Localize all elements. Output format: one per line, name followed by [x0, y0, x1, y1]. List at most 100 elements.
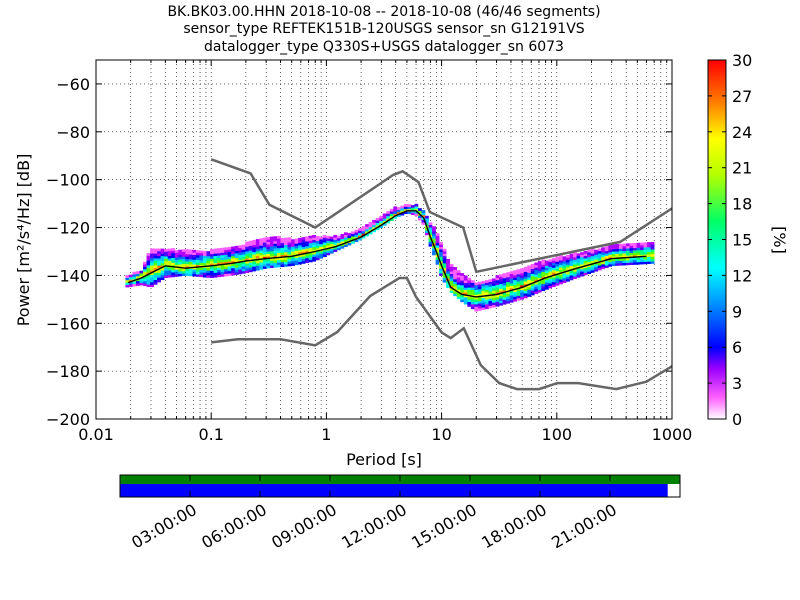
heatmap-cell [238, 250, 243, 253]
heatmap-cell [135, 280, 140, 284]
heatmap-cell [587, 254, 591, 258]
heatmap-cell [467, 287, 472, 291]
heatmap-cell [379, 220, 384, 224]
heatmap-cell [181, 254, 186, 257]
heatmap-cell [343, 237, 348, 240]
heatmap-cell [615, 258, 620, 262]
heatmap-cell [576, 274, 581, 278]
heatmap-cell [615, 251, 620, 254]
heatmap-cell [509, 278, 514, 282]
heatmap-cell [248, 245, 253, 249]
heatmap-cell [150, 262, 154, 266]
heatmap-cell [185, 268, 190, 272]
heatmap-cell [453, 267, 458, 270]
heatmap-cell [164, 270, 168, 274]
heatmap-cell [449, 290, 454, 294]
heatmap-cell [329, 238, 334, 242]
heatmap-cell [365, 233, 369, 237]
heatmap-cell [266, 253, 271, 257]
heatmap-cell [467, 292, 472, 295]
heatmap-cell [153, 282, 158, 285]
heatmap-cell [386, 220, 391, 224]
heatmap-cell [566, 266, 570, 270]
heatmap-cell [548, 271, 553, 274]
heatmap-cell [636, 245, 641, 248]
heatmap-cell [178, 249, 183, 253]
heatmap-cell [326, 243, 331, 246]
heatmap-cell [474, 287, 479, 290]
heatmap-cell [622, 248, 627, 252]
heatmap-cell [213, 274, 218, 278]
coverage-data-bar [120, 484, 668, 497]
heatmap-cell [202, 253, 207, 256]
x-axis-ticks: 0.01 0.1 1 10 100 1000 [78, 60, 692, 444]
heatmap-cell [269, 250, 274, 254]
heatmap-cell [125, 275, 130, 278]
heatmap-cell [276, 240, 281, 244]
heatmap-cell [456, 270, 461, 273]
heatmap-cell [132, 274, 137, 277]
heatmap-cell [460, 289, 465, 293]
heatmap-cell [403, 211, 408, 215]
heatmap-cell [456, 279, 461, 283]
heatmap-cell [495, 284, 500, 288]
heatmap-cell [537, 277, 542, 281]
heatmap-cell [340, 241, 345, 244]
heatmap-cell [604, 262, 609, 266]
heatmap-cell [220, 254, 225, 258]
heatmap-cell [291, 253, 295, 257]
heatmap-cell [326, 250, 331, 253]
heatmap-cell [319, 243, 324, 247]
heatmap-cell [287, 246, 292, 250]
heatmap-cell [128, 277, 133, 280]
x-tick-label: 1000 [652, 425, 693, 444]
heatmap-cell [358, 230, 362, 234]
heatmap-cell [167, 255, 172, 259]
heatmap-cell [425, 218, 429, 221]
heatmap-cell [590, 258, 595, 261]
heatmap-cell [594, 266, 599, 270]
heatmap-cell [527, 294, 532, 297]
heatmap-cell [195, 269, 200, 273]
heatmap-cell [421, 222, 426, 225]
heatmap-cell [470, 289, 475, 293]
heatmap-cell [199, 274, 204, 278]
heatmap-cell [576, 253, 581, 257]
heatmap-cell [428, 241, 433, 245]
heatmap-cell [220, 269, 225, 272]
heatmap-cell [199, 252, 204, 256]
heatmap-cell [333, 242, 338, 245]
heatmap-cell [329, 250, 334, 254]
heatmap-cell [312, 256, 317, 260]
heatmap-cell [178, 256, 183, 260]
heatmap-cell [647, 258, 651, 262]
heatmap-cell [474, 289, 479, 293]
heatmap-cell [252, 268, 257, 272]
heatmap-cell [513, 270, 517, 273]
heatmap-cell [460, 287, 465, 291]
heatmap-cell [326, 240, 331, 244]
heatmap-cell [368, 224, 373, 228]
heatmap-cell [590, 265, 595, 268]
heatmap-cell [125, 279, 130, 283]
heatmap-cell [640, 242, 644, 246]
heatmap-cell [474, 301, 479, 305]
heatmap-cell [439, 268, 443, 272]
heatmap-cell [562, 275, 567, 279]
heatmap-cell [611, 253, 616, 257]
heatmap-cell [558, 269, 563, 273]
heatmap-cell [294, 245, 299, 249]
heatmap-cell [633, 245, 637, 249]
heatmap-cell [439, 256, 443, 260]
heatmap-cell [269, 248, 274, 252]
heatmap-cell [224, 266, 228, 270]
heatmap-cell [530, 273, 535, 277]
heatmap-cell [284, 263, 288, 267]
heatmap-cell [555, 256, 560, 260]
heatmap-cell [305, 245, 309, 249]
heatmap-cell [227, 273, 232, 276]
heatmap-cell [484, 301, 489, 305]
heatmap-cell [474, 299, 479, 302]
heatmap-cell [583, 267, 588, 271]
heatmap-cell [400, 212, 405, 216]
